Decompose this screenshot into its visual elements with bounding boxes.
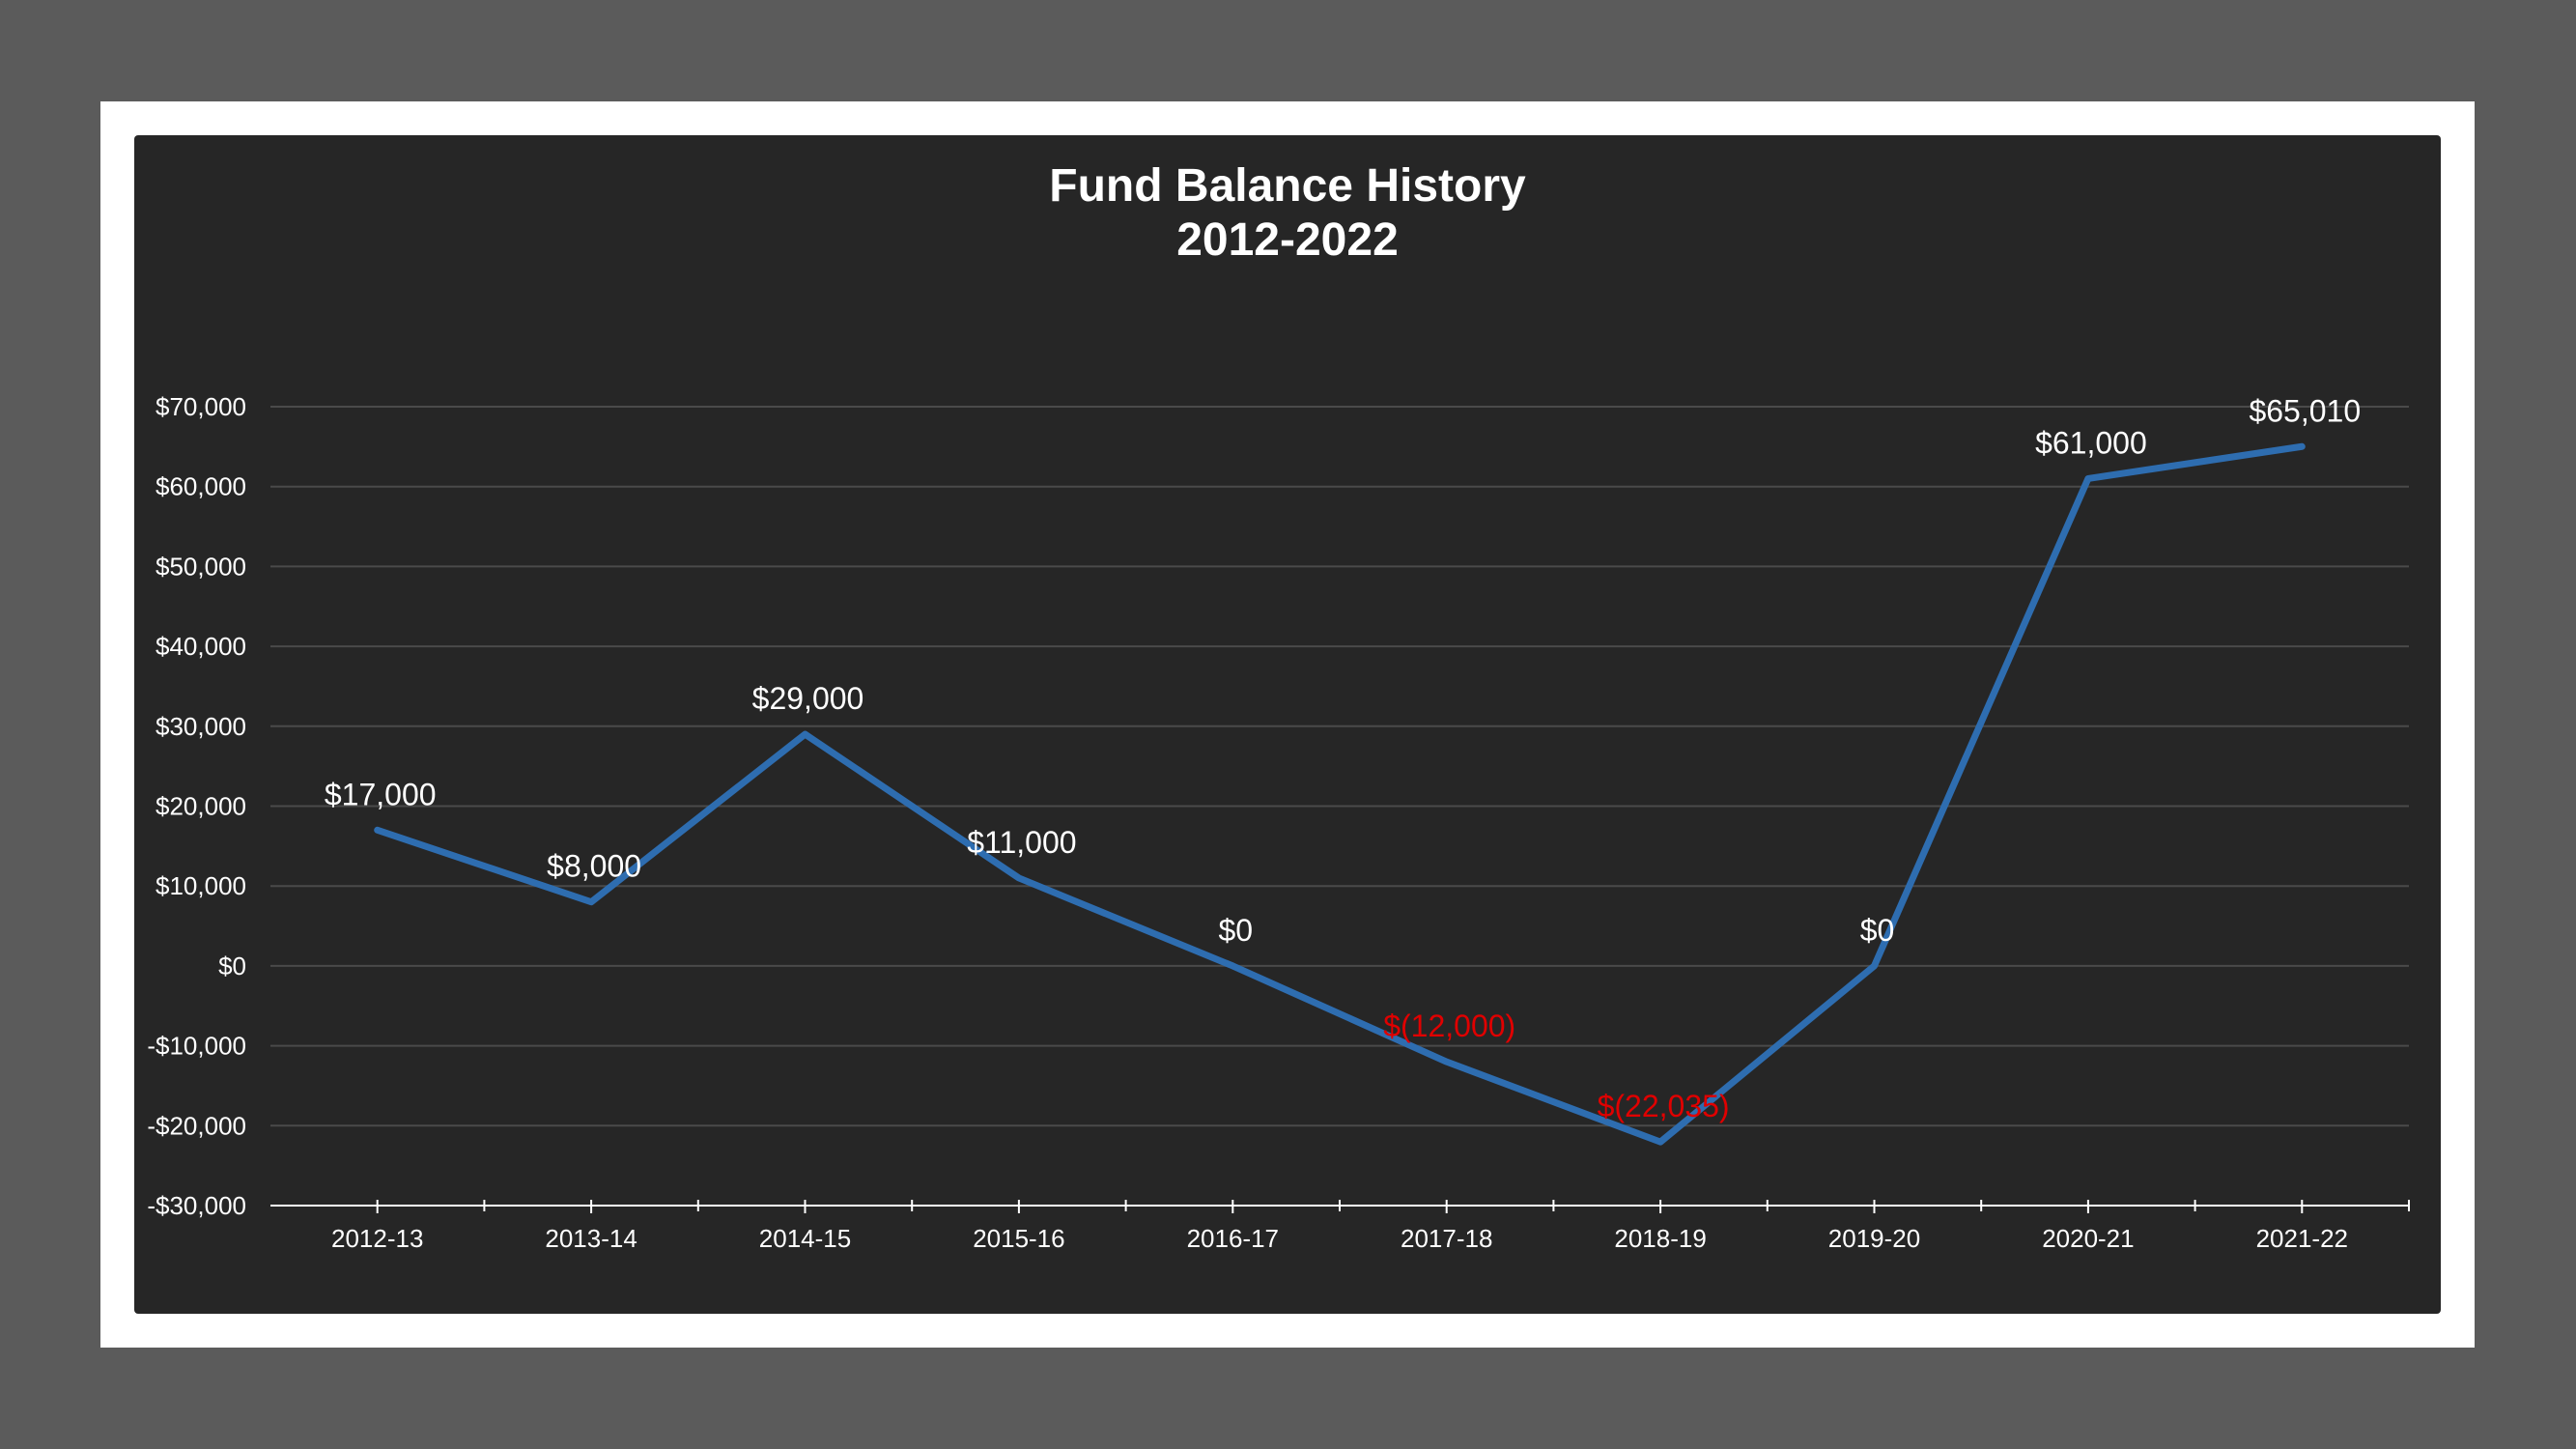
x-tick-label: 2015-16	[973, 1224, 1064, 1253]
y-tick-label: $10,000	[156, 871, 246, 900]
y-tick-label: -$30,000	[147, 1191, 246, 1220]
data-point	[590, 900, 593, 903]
x-tick-label: 2018-19	[1614, 1224, 1706, 1253]
x-axis	[270, 1200, 2410, 1213]
x-axis-tick-labels: 2012-13 2013-14 2014-15 2015-16 2016-17 2017-…	[331, 1224, 2348, 1253]
data-label: $11,000	[967, 825, 1076, 860]
chart-title-line-1: Fund Balance History	[1049, 160, 1526, 212]
data-label: $61,000	[2035, 425, 2147, 460]
x-tick-label: 2016-17	[1187, 1224, 1279, 1253]
data-point	[804, 733, 807, 736]
y-tick-label: -$10,000	[147, 1032, 246, 1061]
x-tick-label: 2020-21	[2042, 1224, 2134, 1253]
data-label: $8,000	[547, 849, 641, 884]
x-tick-label: 2021-22	[2256, 1224, 2348, 1253]
x-tick-label: 2014-15	[759, 1224, 851, 1253]
data-label: $(12,000)	[1383, 1009, 1515, 1043]
x-tick-label: 2012-13	[331, 1224, 423, 1253]
x-tick-label: 2013-14	[545, 1224, 637, 1253]
data-point	[2301, 445, 2304, 448]
x-tick-label: 2017-18	[1401, 1224, 1492, 1253]
chart-panel: Fund Balance History 2012-2022 $70,000 $6…	[134, 135, 2441, 1314]
y-tick-label: $0	[218, 952, 246, 980]
y-axis-tick-labels: $70,000 $60,000 $50,000 $40,000 $30,000 $20,0…	[147, 392, 246, 1220]
y-tick-label: $60,000	[156, 472, 246, 501]
gridlines	[270, 406, 2409, 1127]
x-tick-label: 2019-20	[1828, 1224, 1920, 1253]
y-tick-label: $50,000	[156, 552, 246, 581]
data-label: $65,010	[2249, 393, 2361, 428]
data-point	[1659, 1141, 1662, 1144]
data-label: $17,000	[325, 777, 437, 811]
data-point	[1445, 1061, 1448, 1064]
data-point	[1231, 964, 1234, 967]
series-line	[374, 442, 2306, 1146]
data-point	[1873, 964, 1876, 967]
data-point	[376, 829, 379, 832]
data-label: $(22,035)	[1598, 1089, 1730, 1123]
data-label: $29,000	[752, 681, 864, 716]
data-labels: $17,000 $8,000 $29,000 $11,000 $0 $(12,000) $(…	[325, 393, 2361, 1123]
y-tick-label: $30,000	[156, 712, 246, 741]
data-point	[2086, 477, 2089, 480]
line-chart: Fund Balance History 2012-2022 $70,000 $6…	[147, 160, 2410, 1253]
series-layer	[374, 442, 2306, 1146]
data-label: $0	[1860, 913, 1895, 948]
y-tick-label: -$20,000	[147, 1111, 246, 1140]
y-tick-label: $20,000	[156, 792, 246, 821]
chart-title-line-2: 2012-2022	[1176, 214, 1399, 266]
y-tick-label: $40,000	[156, 632, 246, 661]
data-point	[1017, 876, 1020, 879]
y-tick-label: $70,000	[156, 392, 246, 421]
data-label: $0	[1219, 913, 1254, 948]
